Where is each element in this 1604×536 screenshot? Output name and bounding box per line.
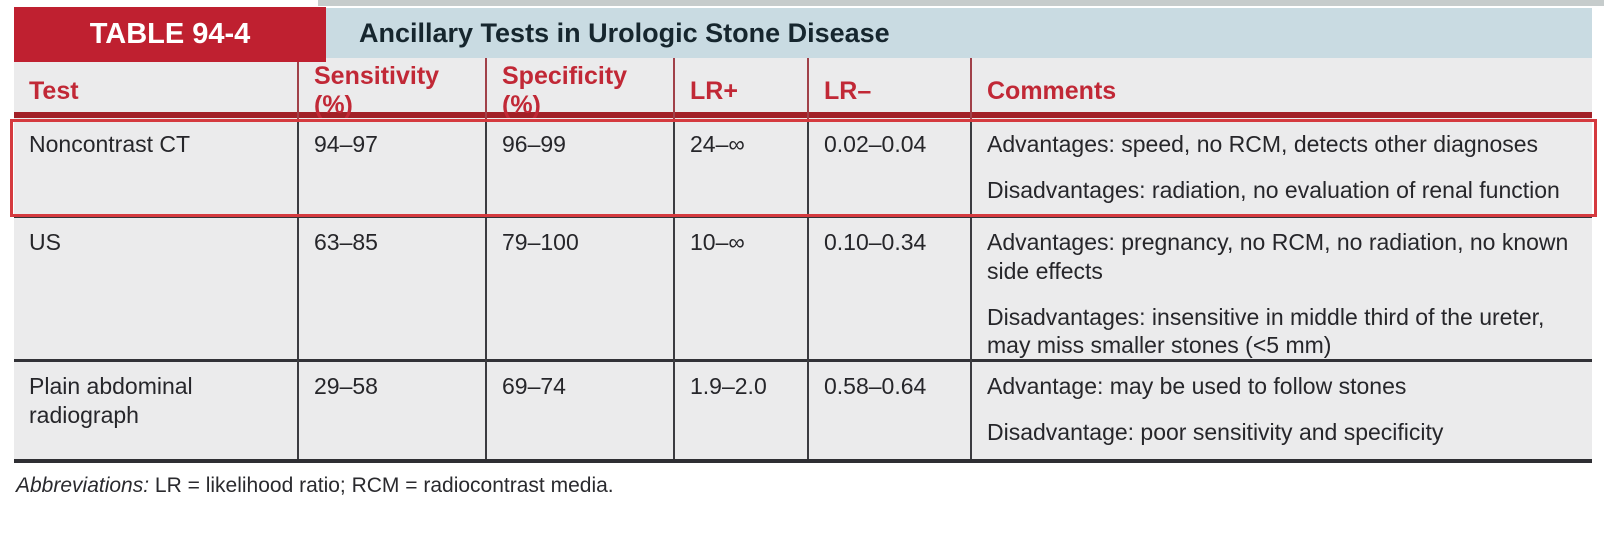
cell-test: Noncontrast CT [29,131,191,157]
cell-comments: Advantages: speed, no RCM, detects other… [970,120,1592,215]
table-number-badge: TABLE 94-4 [14,7,326,62]
ancillary-tests-table: TABLE 94-4 Ancillary Tests in Urologic S… [10,7,1597,463]
footnote-lead: Abbreviations: [16,474,150,497]
cell-comments: Advantages: pregnancy, no RCM, no radiat… [970,218,1592,368]
scan-artifact-line [318,0,1604,6]
comment-disadvantages: Disadvantages: insensitive in middle thi… [987,303,1545,359]
column-header-sensitivity: Sensitivity (%) [297,58,485,128]
cell-specificity: 96–99 [485,120,673,215]
row-separator [14,359,1592,362]
column-header-specificity: Specificity (%) [485,58,673,128]
column-header-lr-plus: LR+ [673,58,807,128]
table-number: TABLE 94-4 [89,18,251,50]
column-header-test: Test [29,76,79,105]
table-row-noncontrast-ct: Noncontrast CT 94–97 96–99 24–∞ 0.02–0.0… [10,119,1597,217]
footnote-text: LR = likelihood ratio; RCM = radiocontra… [149,474,614,497]
comment-advantages: Advantage: may be used to follow stones [987,373,1407,399]
table-bottom-rule [14,459,1592,463]
abbreviations-footnote: Abbreviations: LR = likelihood ratio; RC… [16,474,614,498]
table-row-plain-abdominal-radiograph: Plain abdominal radiograph 29–58 69–74 1… [14,362,1592,459]
cell-lr-minus: 0.58–0.64 [807,362,970,459]
comment-disadvantages: Disadvantage: poor sensitivity and speci… [987,418,1444,445]
comment-disadvantages: Disadvantages: radiation, no evaluation … [987,176,1560,203]
table-row-us: US 63–85 79–100 10–∞ 0.10–0.34 Advantage… [14,218,1592,368]
column-header-comments: Comments [970,58,1592,128]
cell-lr-plus: 24–∞ [673,120,807,215]
cell-lr-plus: 10–∞ [673,218,807,368]
cell-comments: Advantage: may be used to follow stones … [970,362,1592,459]
cell-sensitivity: 29–58 [297,362,485,459]
column-header-lr-minus: LR– [807,58,970,128]
cell-lr-minus: 0.02–0.04 [807,120,970,215]
table-header-row: Test Sensitivity (%) Specificity (%) LR+… [14,58,1592,128]
cell-sensitivity: 63–85 [297,218,485,368]
cell-specificity: 69–74 [485,362,673,459]
cell-sensitivity: 94–97 [297,120,485,215]
cell-lr-minus: 0.10–0.34 [807,218,970,368]
cell-test: Plain abdominal radiograph [29,373,193,428]
cell-test: US [29,229,61,255]
comment-advantages: Advantages: pregnancy, no RCM, no radiat… [987,229,1569,284]
table-title-band: TABLE 94-4 Ancillary Tests in Urologic S… [14,7,1592,62]
cell-specificity: 79–100 [485,218,673,368]
cell-lr-plus: 1.9–2.0 [673,362,807,459]
table-title: Ancillary Tests in Urologic Stone Diseas… [359,17,890,48]
header-rule [14,112,1592,118]
comment-advantages: Advantages: speed, no RCM, detects other… [987,131,1539,157]
